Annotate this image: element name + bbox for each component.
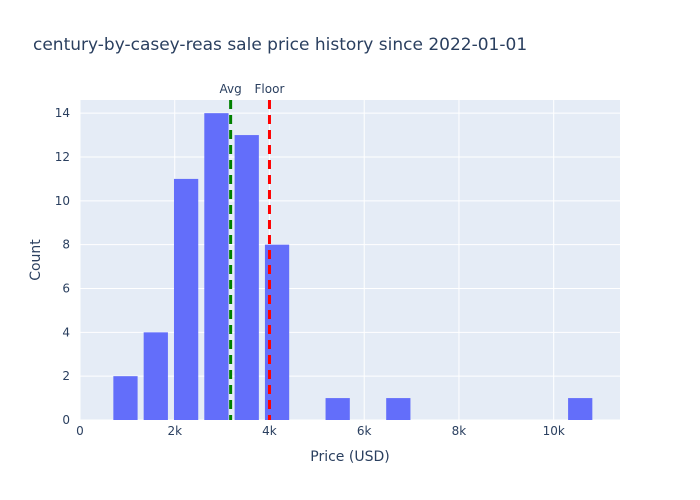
histogram-bar bbox=[386, 398, 411, 420]
histogram-bar bbox=[204, 113, 229, 420]
y-tick-label: 4 bbox=[62, 325, 70, 339]
y-tick-label: 6 bbox=[62, 281, 70, 295]
x-tick-label: 2k bbox=[167, 424, 182, 438]
reference-lines: Avg Floor bbox=[220, 82, 285, 420]
chart-title: century-by-casey-reas sale price history… bbox=[33, 35, 527, 55]
x-axis-ticks: 0 2k 4k 6k 8k 10k bbox=[76, 424, 565, 438]
y-axis-ticks: 0 2 4 6 8 10 12 14 bbox=[55, 106, 70, 427]
y-tick-label: 2 bbox=[62, 369, 70, 383]
ref-label-avg: Avg bbox=[220, 82, 242, 96]
histogram-bar bbox=[325, 398, 350, 420]
ref-label-floor: Floor bbox=[255, 82, 285, 96]
x-tick-label: 10k bbox=[543, 424, 565, 438]
x-tick-label: 0 bbox=[76, 424, 84, 438]
plot-area bbox=[80, 100, 620, 420]
y-tick-label: 10 bbox=[55, 194, 70, 208]
histogram-bar bbox=[173, 178, 199, 420]
x-tick-label: 4k bbox=[262, 424, 277, 438]
histogram-bar bbox=[234, 135, 259, 421]
x-axis-label: Price (USD) bbox=[310, 449, 389, 465]
histogram-bar bbox=[113, 376, 138, 420]
histogram-bar bbox=[143, 332, 168, 420]
y-tick-label: 8 bbox=[62, 238, 70, 252]
x-tick-label: 8k bbox=[452, 424, 467, 438]
y-tick-label: 0 bbox=[62, 413, 70, 427]
histogram-bar bbox=[568, 398, 593, 420]
y-tick-label: 12 bbox=[55, 150, 70, 164]
y-tick-label: 14 bbox=[55, 106, 70, 120]
histogram-bars bbox=[113, 113, 593, 421]
y-axis-label: Count bbox=[28, 239, 44, 281]
x-tick-label: 6k bbox=[357, 424, 372, 438]
